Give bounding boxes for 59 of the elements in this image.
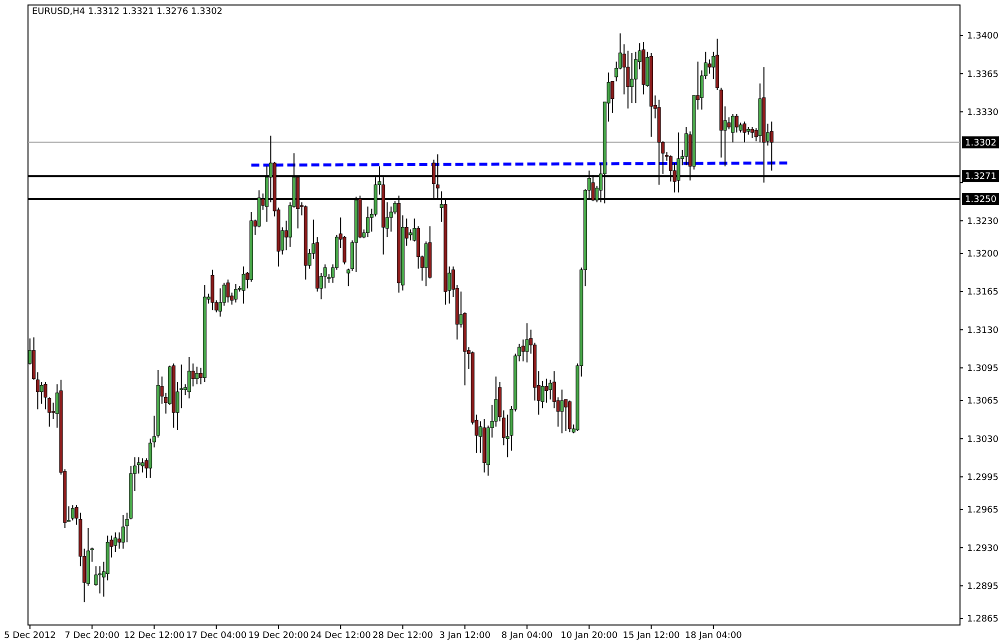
candlestick (727, 116, 731, 130)
candlestick (408, 228, 412, 241)
ref-line-label: 1.3250 (965, 195, 997, 206)
y-tick-label: 1.2965 (967, 506, 998, 516)
x-tick-label: 19 Dec 20:00 (248, 631, 310, 641)
y-tick-label: 1.2930 (967, 544, 999, 554)
candlestick (98, 566, 102, 594)
candlestick (366, 206, 370, 238)
candlestick (121, 514, 125, 550)
y-tick-label: 1.3130 (967, 326, 999, 336)
candlestick (234, 283, 238, 303)
y-tick-label: 1.3165 (967, 288, 998, 298)
candlestick (750, 126, 754, 138)
y-tick-label: 1.3230 (967, 216, 999, 227)
y-tick-label: 1.3095 (967, 364, 998, 374)
y-tick-label: 1.2995 (967, 472, 998, 483)
x-tick-label: 7 Dec 20:00 (64, 631, 120, 641)
x-tick-label: 17 Dec 04:00 (186, 631, 247, 641)
x-tick-label: 15 Jan 12:00 (622, 631, 680, 641)
candlestick (226, 279, 230, 303)
candlestick (242, 266, 246, 304)
candlestick (424, 240, 428, 287)
candlestick (187, 356, 191, 399)
candlestick (140, 458, 144, 473)
candlestick (560, 389, 564, 434)
y-tick-label: 1.3065 (967, 396, 998, 407)
x-tick-label: 8 Jan 04:00 (501, 631, 553, 641)
candlestick (40, 382, 44, 404)
candlestick (708, 58, 712, 74)
y-tick-label: 1.3330 (967, 108, 999, 118)
candlestick (70, 504, 74, 521)
ref-line-label: 1.3271 (965, 172, 996, 182)
x-tick-label: 3 Jan 12:00 (439, 631, 491, 641)
candlestick (521, 339, 525, 362)
x-tick-label: 12 Dec 12:00 (124, 631, 185, 641)
x-tick-label: 24 Dec 12:00 (310, 631, 372, 641)
candlestick (548, 379, 552, 400)
y-tick-label: 1.3365 (967, 70, 998, 80)
candlestick (323, 264, 327, 289)
candlestick (44, 382, 48, 410)
chart-title: EURUSD,H4 1.3312 1.3321 1.3276 1.3302 (32, 7, 223, 17)
ref-line-label: 1.3302 (965, 138, 996, 148)
x-tick-label: 28 Dec 12:00 (372, 631, 434, 641)
candlestick (770, 121, 774, 172)
y-tick-label: 1.3400 (967, 32, 999, 42)
candlestick (525, 322, 529, 363)
candlestick (734, 113, 738, 133)
y-tick-label: 1.3200 (967, 250, 999, 260)
x-tick-label: 10 Jan 20:00 (560, 631, 618, 641)
candlestick (742, 121, 746, 143)
y-tick-label: 1.2895 (967, 582, 998, 592)
candlestick (544, 378, 548, 404)
y-tick-label: 1.3030 (967, 434, 999, 445)
x-tick-label: 5 Dec 2012 (4, 631, 56, 641)
y-tick-label: 1.2865 (967, 614, 998, 625)
candlestick (630, 52, 634, 104)
x-tick-label: 18 Jan 04:00 (684, 631, 742, 641)
candlestick (195, 366, 199, 385)
candlestick (731, 113, 735, 143)
